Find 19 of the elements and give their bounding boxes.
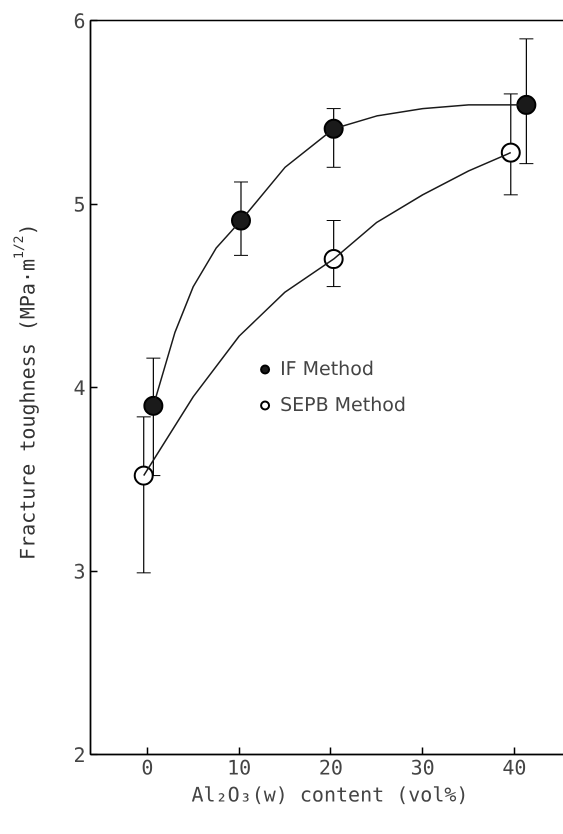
y-tick-label: 2: [73, 743, 86, 767]
y-tick-label: 3: [73, 560, 86, 584]
x-tick-label: 0: [141, 756, 154, 780]
legend-label: SEPB Method: [280, 394, 406, 416]
y-tick-label: 5: [73, 192, 86, 216]
x-tick-label: 10: [227, 756, 252, 780]
legend-label: IF Method: [280, 358, 374, 380]
y-tick-label: 6: [73, 9, 86, 33]
x-tick-label: 30: [410, 756, 435, 780]
point: [134, 466, 154, 486]
point: [143, 396, 164, 416]
y-tick-label: 4: [73, 376, 86, 400]
x-tick-label: 40: [502, 756, 526, 780]
point: [516, 94, 536, 115]
x-axis-title: Al₂O₃(w) content (vol%): [192, 782, 468, 806]
point: [230, 210, 251, 230]
x-tick-label: 20: [318, 756, 343, 780]
point: [324, 118, 344, 139]
point: [500, 142, 521, 163]
